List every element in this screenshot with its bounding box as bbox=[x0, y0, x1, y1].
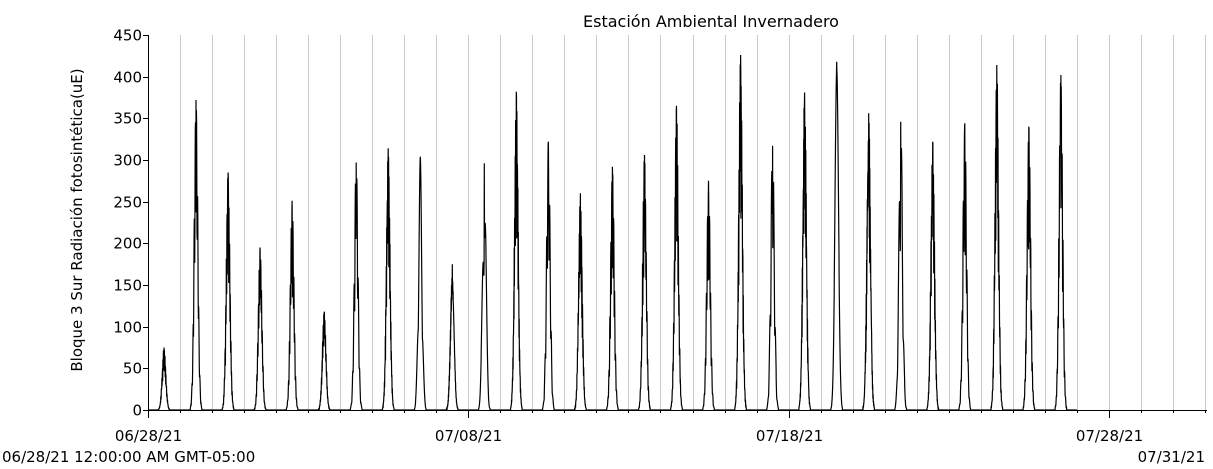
series-day-curve bbox=[372, 148, 405, 411]
series-day-curve bbox=[500, 91, 533, 411]
x-tick-label: 06/28/21 bbox=[115, 427, 182, 445]
y-tick-label: 300 bbox=[113, 152, 142, 170]
series-day-curve bbox=[948, 123, 981, 411]
series-day-curve bbox=[852, 113, 885, 411]
series-day-curve bbox=[404, 156, 437, 411]
y-ticks-group: 0 50 100 150 200 250 300 350 400 450 bbox=[113, 27, 148, 420]
series-day-curve bbox=[564, 193, 597, 411]
y-tick-label: 200 bbox=[113, 235, 142, 253]
series-day-curve bbox=[628, 154, 661, 411]
chart-title: Estación Ambiental Invernadero bbox=[583, 12, 839, 31]
series-day-curve bbox=[436, 264, 469, 411]
y-tick-label: 400 bbox=[113, 69, 142, 87]
y-axis-label: Bloque 3 Sur Radiación fotosintética(uE) bbox=[68, 68, 86, 371]
series-day-curve bbox=[308, 311, 341, 411]
series-day-curve bbox=[212, 172, 245, 411]
y-tick-label: 350 bbox=[113, 110, 142, 128]
series-day-curve bbox=[884, 121, 917, 411]
series-day-curve bbox=[916, 141, 949, 411]
series-day-curve bbox=[692, 180, 725, 411]
y-tick-label: 0 bbox=[132, 402, 142, 420]
vertical-gridlines bbox=[180, 35, 1206, 410]
series-day-curve bbox=[980, 64, 1013, 411]
x-tick-label: 07/28/21 bbox=[1076, 427, 1143, 445]
range-end-label: 07/31/21 bbox=[1137, 448, 1205, 466]
series-day-curve bbox=[148, 347, 180, 411]
axes-group bbox=[148, 35, 1207, 414]
series-group bbox=[148, 54, 1077, 411]
y-tick-label: 250 bbox=[113, 194, 142, 212]
series-day-curve bbox=[1044, 74, 1077, 411]
series-day-curve bbox=[756, 145, 789, 411]
series-day-curve bbox=[340, 162, 373, 411]
series-day-curve bbox=[180, 99, 213, 411]
x-ticks-group: 06/28/21 07/08/21 07/18/21 07/28/21 bbox=[115, 410, 1206, 445]
y-tick-label: 100 bbox=[113, 319, 142, 337]
range-start-label: 06/28/21 12:00:00 AM GMT-05:00 bbox=[2, 448, 256, 466]
y-tick-label: 50 bbox=[123, 360, 142, 378]
series-day-curve bbox=[596, 166, 629, 411]
y-tick-label: 450 bbox=[113, 27, 142, 45]
series-day-curve bbox=[244, 247, 277, 411]
series-day-curve bbox=[532, 141, 565, 411]
x-tick-label: 07/18/21 bbox=[756, 427, 823, 445]
series-day-curve bbox=[788, 92, 821, 411]
series-day-curve bbox=[276, 200, 309, 411]
series-day-curve bbox=[1012, 126, 1045, 411]
x-tick-label: 07/08/21 bbox=[435, 427, 502, 445]
y-tick-label: 150 bbox=[113, 277, 142, 295]
series-day-curve bbox=[724, 54, 757, 411]
series-day-curve bbox=[468, 163, 501, 411]
series-day-curve bbox=[660, 105, 693, 411]
series-day-curve bbox=[820, 61, 853, 411]
